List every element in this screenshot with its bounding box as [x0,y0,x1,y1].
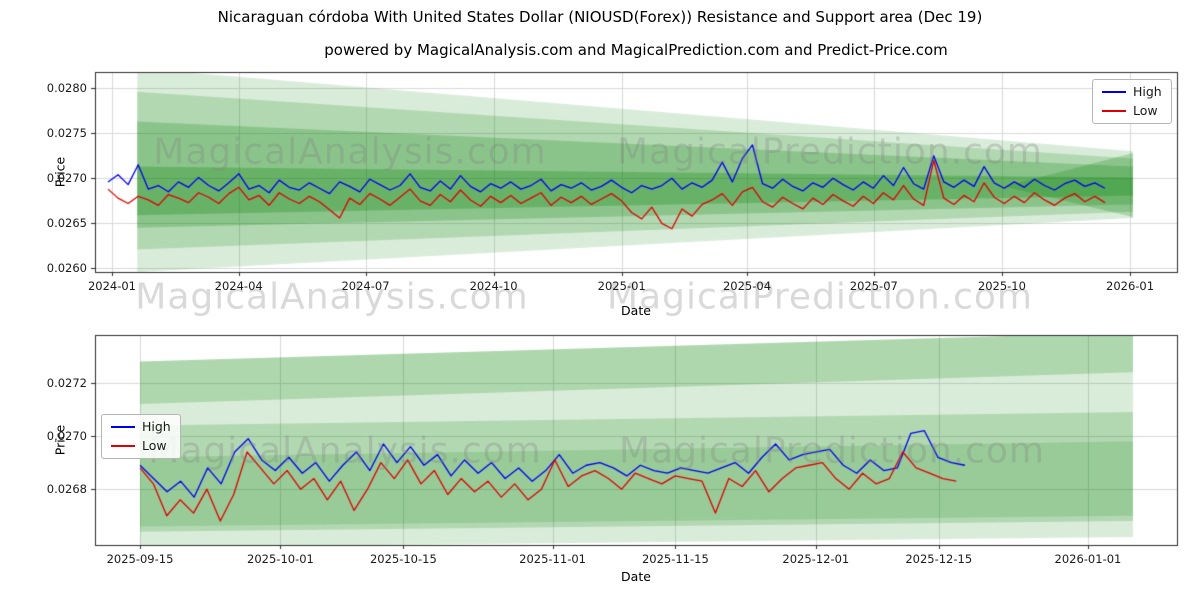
y-tick-label: 0.0270 [46,171,87,186]
high-line-swatch [1102,91,1126,93]
page-title: Nicaraguan córdoba With United States Do… [217,8,983,26]
legend-label-high: High [1133,84,1162,99]
y-tick-label: 0.0272 [46,375,87,390]
y-tick-label: 0.0270 [46,429,87,443]
watermark-prediction: MagicalPrediction.com [617,131,1043,173]
watermark-prediction: MagicalPrediction.com [607,276,1033,318]
x-tick-label: 2025-11-15 [641,552,709,566]
x-tick-label: 2025-01 [597,279,646,293]
x-tick-label: 2025-12-01 [782,552,850,566]
y-tick-label: 0.0275 [46,126,87,141]
x-tick-label: 2024-04 [214,279,263,293]
legend-label-low: Low [142,438,167,453]
low-line-swatch [1102,110,1126,112]
watermark-prediction: MagicalPrediction.com [619,430,1045,472]
x-axis-label-bottom: Date [621,569,651,584]
x-tick-label: 2025-10-01 [247,552,314,566]
x-tick-label: 2025-10-15 [369,552,437,566]
x-tick-label: 2024-01 [87,279,137,293]
watermark-analysis: MagicalAnalysis.com [148,430,542,472]
x-tick-label: 2025-07 [849,279,898,293]
y-tick-label: 0.0260 [46,261,87,276]
y-tick-label: 0.0268 [46,482,87,497]
legend-entry-high: High [111,420,171,434]
legend-entry-low: Low [1102,104,1162,118]
x-tick-label: 2026-01-01 [1054,552,1122,566]
x-tick-label: 2025-12-15 [905,552,973,566]
legend-top-chart: High Low [1092,79,1172,124]
y-tick-label: 0.0265 [46,216,87,231]
watermark-analysis: MagicalAnalysis.com [135,276,529,318]
x-tick-label: 2025-10 [977,279,1026,293]
x-tick-label: 2026-01 [1106,279,1155,293]
legend-label-high: High [142,419,171,434]
x-tick-label: 2025-11-01 [519,552,586,566]
page-subtitle: powered by MagicalAnalysis.com and Magic… [324,41,948,59]
legend-entry-low: Low [111,439,171,453]
legend-entry-high: High [1102,85,1162,99]
x-axis-label-top: Date [621,303,651,318]
low-line-swatch [111,445,135,447]
high-line-swatch [111,426,135,428]
watermark-analysis: MagicalAnalysis.com [153,131,547,173]
x-tick-label: 2024-07 [341,279,390,293]
legend-label-low: Low [1133,103,1158,118]
legend-bottom-chart: High Low [101,414,181,459]
x-tick-label: 2025-04 [722,279,772,293]
x-tick-label: 2024-10 [469,279,518,293]
y-tick-label: 0.0280 [46,81,87,96]
x-tick-label: 2025-09-15 [106,552,174,566]
